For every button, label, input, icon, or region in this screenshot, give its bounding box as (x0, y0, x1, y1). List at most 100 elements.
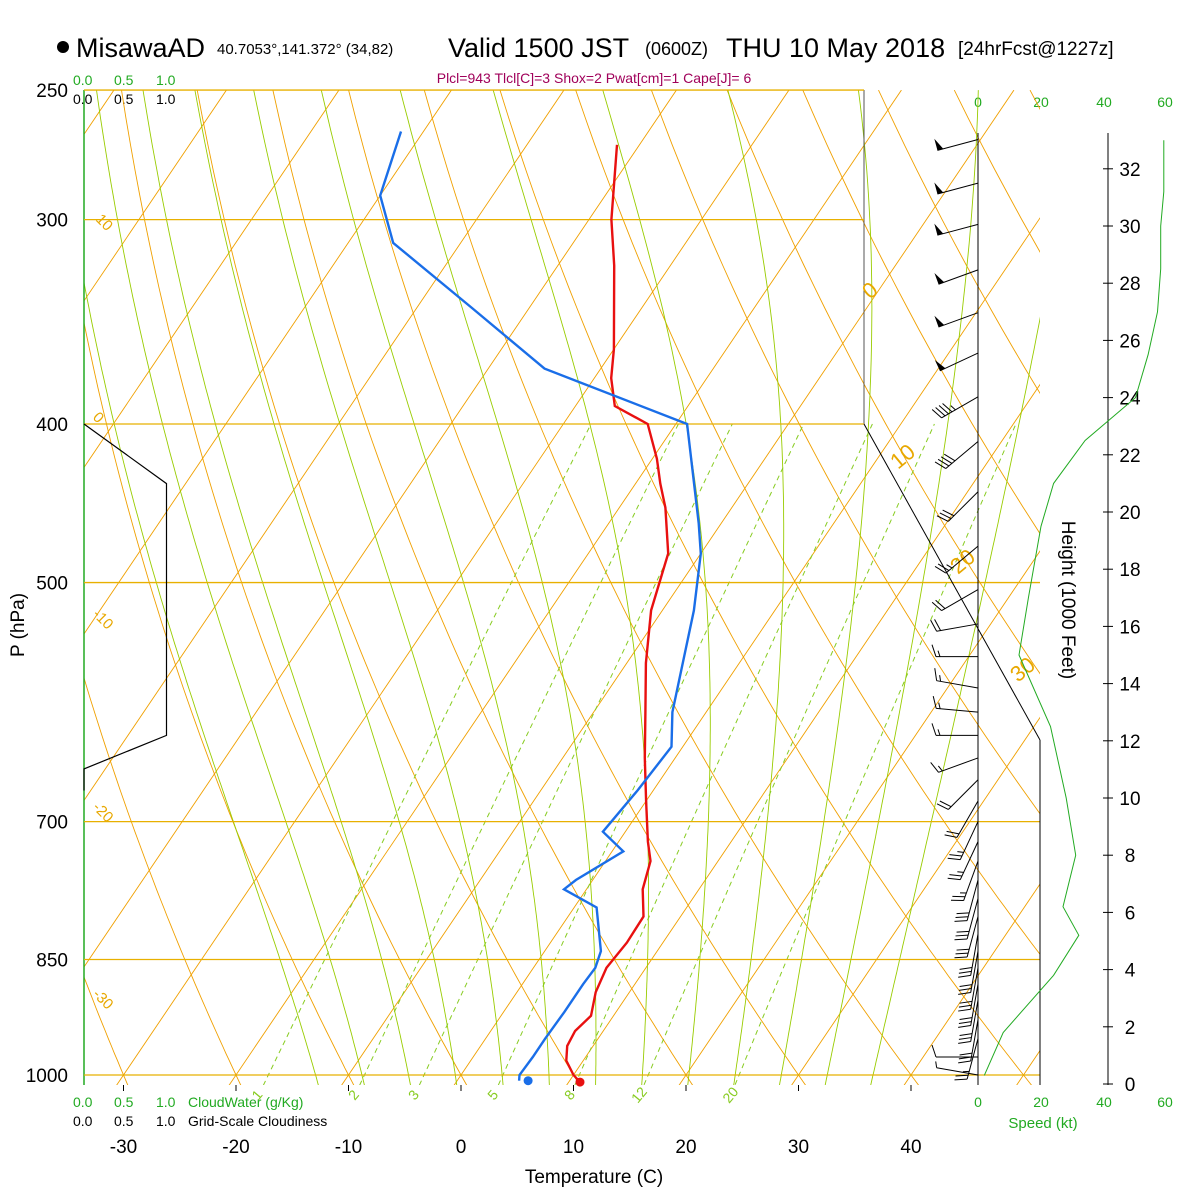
wind-barb-staff (945, 441, 979, 469)
mixing-ratio-label: 8 (561, 1087, 578, 1103)
wind-barb-feather (959, 984, 973, 987)
cloudiness-line (83, 423, 168, 791)
cloudiness-label: Grid-Scale Cloudiness (188, 1113, 327, 1129)
height-tick-label: 28 (1119, 274, 1140, 295)
pressure-tick-label: 700 (36, 813, 68, 834)
dry-adiabat (84, 975, 129, 1085)
wind-barb-feather (958, 988, 972, 991)
wind-barb-feather (947, 877, 961, 881)
height-tick-label: 10 (1119, 789, 1140, 810)
pressure-tick-label: 850 (36, 951, 68, 972)
wind-barb (950, 860, 979, 902)
wind-barb-staff (970, 984, 979, 1026)
moist-adiabat (727, 90, 785, 1085)
wind-barb (932, 695, 979, 713)
wind-barb-staff (966, 898, 979, 940)
top-cloudwater-tick-2: 1.0 (156, 72, 176, 88)
height-tick-label: 2 (1125, 1018, 1136, 1039)
station-coords: 40.7053°,141.372° (34,82) (217, 41, 393, 58)
height-tick-label: 32 (1119, 160, 1140, 181)
wind-barb-feather (937, 765, 943, 772)
wind-barb-pennant (934, 138, 944, 151)
wind-barb-feather (958, 974, 971, 978)
wind-barb-feather (959, 1033, 973, 1036)
height-tick-label: 14 (1119, 675, 1141, 696)
dry-adiabat (121, 90, 468, 1085)
temperature-tick-label: 40 (900, 1137, 921, 1158)
moist-adiabat (142, 90, 411, 1085)
wind-barb-feather (958, 1004, 972, 1008)
dry-adiabat (1106, 90, 1200, 1110)
wind-barb (934, 668, 979, 689)
wind-barb-feather (949, 854, 962, 857)
wind-barb (935, 1061, 979, 1076)
wind-barb-feather (942, 509, 955, 517)
mixing-ratio-line (262, 423, 592, 1085)
wind-barb-feather (956, 948, 970, 951)
wind-barb-staff (970, 1000, 979, 1042)
wind-barb-staff (937, 182, 979, 195)
moist-adiabat (602, 90, 711, 1085)
wind-barb (958, 967, 979, 1012)
isotherm (228, 90, 902, 1085)
isotherm (84, 90, 565, 802)
wind-barb-feather (959, 1017, 973, 1021)
dry-adiabat (726, 90, 1040, 675)
moist-adiabat (320, 90, 550, 1085)
wind-barb-feather (956, 930, 970, 933)
wind-barb-feather (955, 934, 969, 937)
top-cloudwater-tick-1: 0.5 (114, 72, 134, 88)
wind-barb (944, 800, 979, 838)
height-tick-label: 16 (1119, 617, 1140, 638)
isotherm (116, 90, 790, 1085)
wind-speed-line (983, 140, 1165, 1076)
wind-barb-feather (931, 601, 942, 611)
speed-axis-label: Speed (kt) (1008, 1115, 1077, 1132)
height-axis-label: Height (1000 Feet) (1057, 521, 1078, 679)
wind-barb-feather (947, 857, 961, 861)
wind-barb (931, 723, 978, 736)
wind-barb-staff (963, 860, 979, 901)
height-tick-label: 4 (1125, 961, 1136, 982)
speed-top-tick-2: 40 (1096, 94, 1112, 110)
wind-barb-feather (939, 512, 952, 520)
wind-barb (930, 619, 979, 632)
wind-barb-feather (950, 405, 956, 411)
wind-barb (954, 916, 979, 959)
isotherm (84, 90, 677, 968)
wind-barb-feather (935, 1061, 938, 1068)
wind-barb-feather (958, 1060, 971, 1064)
temperature-tick-label: -30 (110, 1137, 137, 1158)
frame-skew-right (863, 423, 1041, 741)
speed-bottom-tick-3: 60 (1157, 1094, 1173, 1110)
wind-barb-feather (958, 970, 972, 974)
wind-barb-feather (930, 762, 939, 773)
wind-barb-feather (937, 563, 950, 571)
wind-barb-feather (957, 851, 964, 853)
wind-barb-feather (955, 952, 969, 955)
wind-barb-staff (966, 879, 979, 921)
bottom-cloudwater-tick-0: 0.0 (73, 1094, 93, 1110)
top-cloudiness-tick-1: 0.5 (114, 91, 134, 107)
wind-barb-feather (931, 644, 937, 657)
bottom-cloudwater-tick-1: 0.5 (114, 1094, 134, 1110)
wind-barb (934, 352, 979, 372)
wind-barb-staff (945, 545, 979, 574)
temperature-tick-label: 0 (456, 1137, 467, 1158)
height-tick-label: 20 (1119, 503, 1140, 524)
dry-adiabat (878, 90, 1040, 395)
wind-barb-feather (946, 830, 960, 835)
temperature-tick-label: 30 (788, 1137, 809, 1158)
wind-barb-feather (931, 409, 942, 419)
wind-barb-feather (958, 1025, 971, 1028)
wind-barb-feather (934, 461, 947, 469)
mixing-ratio-label: 3 (405, 1087, 422, 1103)
dry-adiabat (650, 90, 1040, 815)
wind-barb-staff (936, 1067, 979, 1076)
header: MisawaAD 40.7053°,141.372° (34,82) Valid… (57, 33, 1114, 86)
wind-barb-feather (959, 966, 973, 970)
wind-barb-pennant (934, 272, 945, 285)
isotherm (84, 90, 340, 469)
wind-barbs (930, 138, 979, 1081)
